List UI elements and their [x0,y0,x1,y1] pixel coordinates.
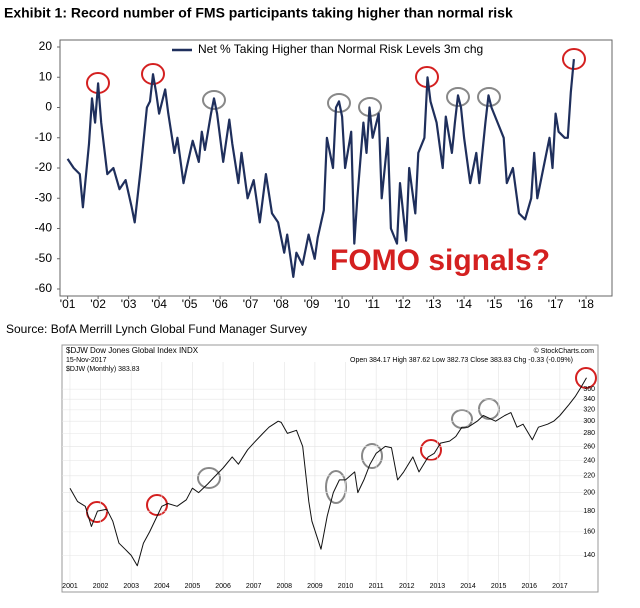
x-tick-label: '12 [395,297,411,311]
y-tick-label: -20 [35,160,53,174]
x-tick-label: 2002 [93,583,109,590]
x-tick-label: '07 [243,297,259,311]
y-tick-label: 20 [39,39,53,53]
x-tick-label: 2006 [215,583,231,590]
y-tick-label: 140 [583,552,595,559]
y-tick-label: 320 [583,407,595,414]
y-tick-label: -60 [35,281,53,295]
chart-title: Exhibit 1: Record number of FMS particip… [4,5,513,21]
x-tick-label: '08 [273,297,289,311]
circle [477,87,501,107]
y-tick-label: 10 [39,69,53,83]
data-line [69,377,587,567]
x-tick-label: '03 [121,297,137,311]
y-tick-label: -40 [35,221,53,235]
x-tick-label: '04 [151,297,167,311]
x-tick-label: '09 [304,297,320,311]
circle [361,443,383,469]
y-tick-label: -50 [35,251,53,265]
x-tick-label: '18 [578,297,594,311]
x-tick-label: 2003 [123,583,139,590]
x-tick-label: '17 [548,297,564,311]
x-tick-label: '10 [334,297,350,311]
circle [478,398,500,420]
circle [325,470,347,504]
annotation: FOMO signals? [330,244,550,277]
x-tick-label: '05 [182,297,198,311]
circle [197,467,221,489]
x-tick-label: 2007 [246,583,262,590]
x-tick-label: 2012 [399,583,415,590]
x-tick-label: 2004 [154,583,170,590]
y-tick-label: 360 [583,386,595,393]
x-tick-label: '14 [456,297,472,311]
circle [575,367,597,389]
x-tick-label: 2011 [369,583,384,590]
circle [446,87,470,107]
chart-title: $DJW Dow Jones Global Index INDX [66,346,199,355]
x-tick-label: 2010 [338,583,354,590]
y-tick-label: 280 [583,430,595,437]
x-tick-label: 2001 [62,583,78,590]
y-tick-label: 300 [583,418,595,425]
y-tick-label: 260 [583,443,595,450]
x-tick-label: '15 [487,297,503,311]
x-tick-label: 2017 [552,583,568,590]
y-tick-label: 200 [583,489,595,496]
circle [146,494,168,516]
legend-label: $DJW (Monthly) 383.83 [66,366,140,373]
source-note: Source: BofA Merrill Lynch Global Fund M… [6,322,307,336]
circle [202,90,226,110]
x-tick-label: 2005 [185,583,201,590]
x-tick-label: '13 [426,297,442,311]
y-tick-label: -10 [35,130,53,144]
data-line [66,58,575,278]
circle [451,409,473,429]
quote: Open 384.17 High 387.62 Low 382.73 Close… [350,357,573,364]
y-tick-label: 340 [583,396,595,403]
x-tick-label: '11 [365,297,380,311]
circle [327,93,351,113]
x-tick-label: 2015 [491,583,507,590]
y-tick-label: 160 [583,529,595,536]
chart-subtitle: 15-Nov-2017 [66,357,107,364]
x-tick-label: 2016 [521,583,537,590]
circle [420,439,442,461]
x-tick-label: '01 [60,297,76,311]
legend-label: Net % Taking Higher than Normal Risk Lev… [198,42,483,56]
x-tick-label: 2014 [460,583,476,590]
plot-frame [61,344,599,593]
x-tick-label: '02 [90,297,106,311]
y-tick-label: 180 [583,508,595,515]
x-tick-label: 2013 [430,583,446,590]
y-tick-label: 240 [583,457,595,464]
x-tick-label: 2008 [277,583,293,590]
x-tick-label: '06 [212,297,228,311]
highlight-circles [86,367,597,523]
credit: © StockCharts.com [534,347,595,355]
y-tick-label: 220 [583,473,595,480]
x-tick-label: '16 [517,297,533,311]
y-tick-label: -30 [35,190,53,204]
y-tick-label: 0 [45,100,52,114]
x-tick-label: 2009 [307,583,323,590]
